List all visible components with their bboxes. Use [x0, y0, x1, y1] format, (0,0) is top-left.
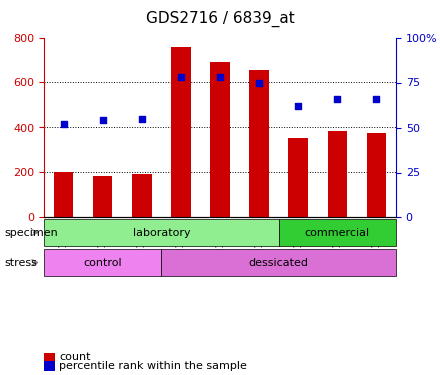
Text: commercial: commercial: [305, 228, 370, 237]
Text: stress: stress: [4, 258, 37, 267]
Point: [334, 96, 341, 102]
Point: [99, 117, 106, 123]
Point: [177, 74, 184, 80]
Bar: [367, 133, 386, 218]
Bar: [327, 131, 347, 218]
Bar: [289, 138, 308, 218]
Text: percentile rank within the sample: percentile rank within the sample: [59, 361, 247, 371]
Bar: [44, 352, 55, 362]
Bar: [249, 70, 269, 217]
Point: [216, 74, 224, 80]
Bar: [93, 176, 113, 218]
Text: dessicated: dessicated: [249, 258, 309, 267]
Bar: [54, 172, 73, 217]
Point: [60, 121, 67, 127]
Text: control: control: [83, 258, 122, 267]
Text: specimen: specimen: [4, 228, 58, 237]
Text: GDS2716 / 6839_at: GDS2716 / 6839_at: [146, 11, 294, 27]
Point: [373, 96, 380, 102]
Point: [295, 103, 302, 109]
Bar: [210, 62, 230, 217]
Bar: [44, 361, 55, 370]
Point: [138, 116, 145, 122]
Point: [256, 80, 263, 86]
Bar: [171, 46, 191, 217]
Bar: [132, 174, 151, 217]
Text: count: count: [59, 352, 91, 362]
Text: laboratory: laboratory: [132, 228, 190, 237]
